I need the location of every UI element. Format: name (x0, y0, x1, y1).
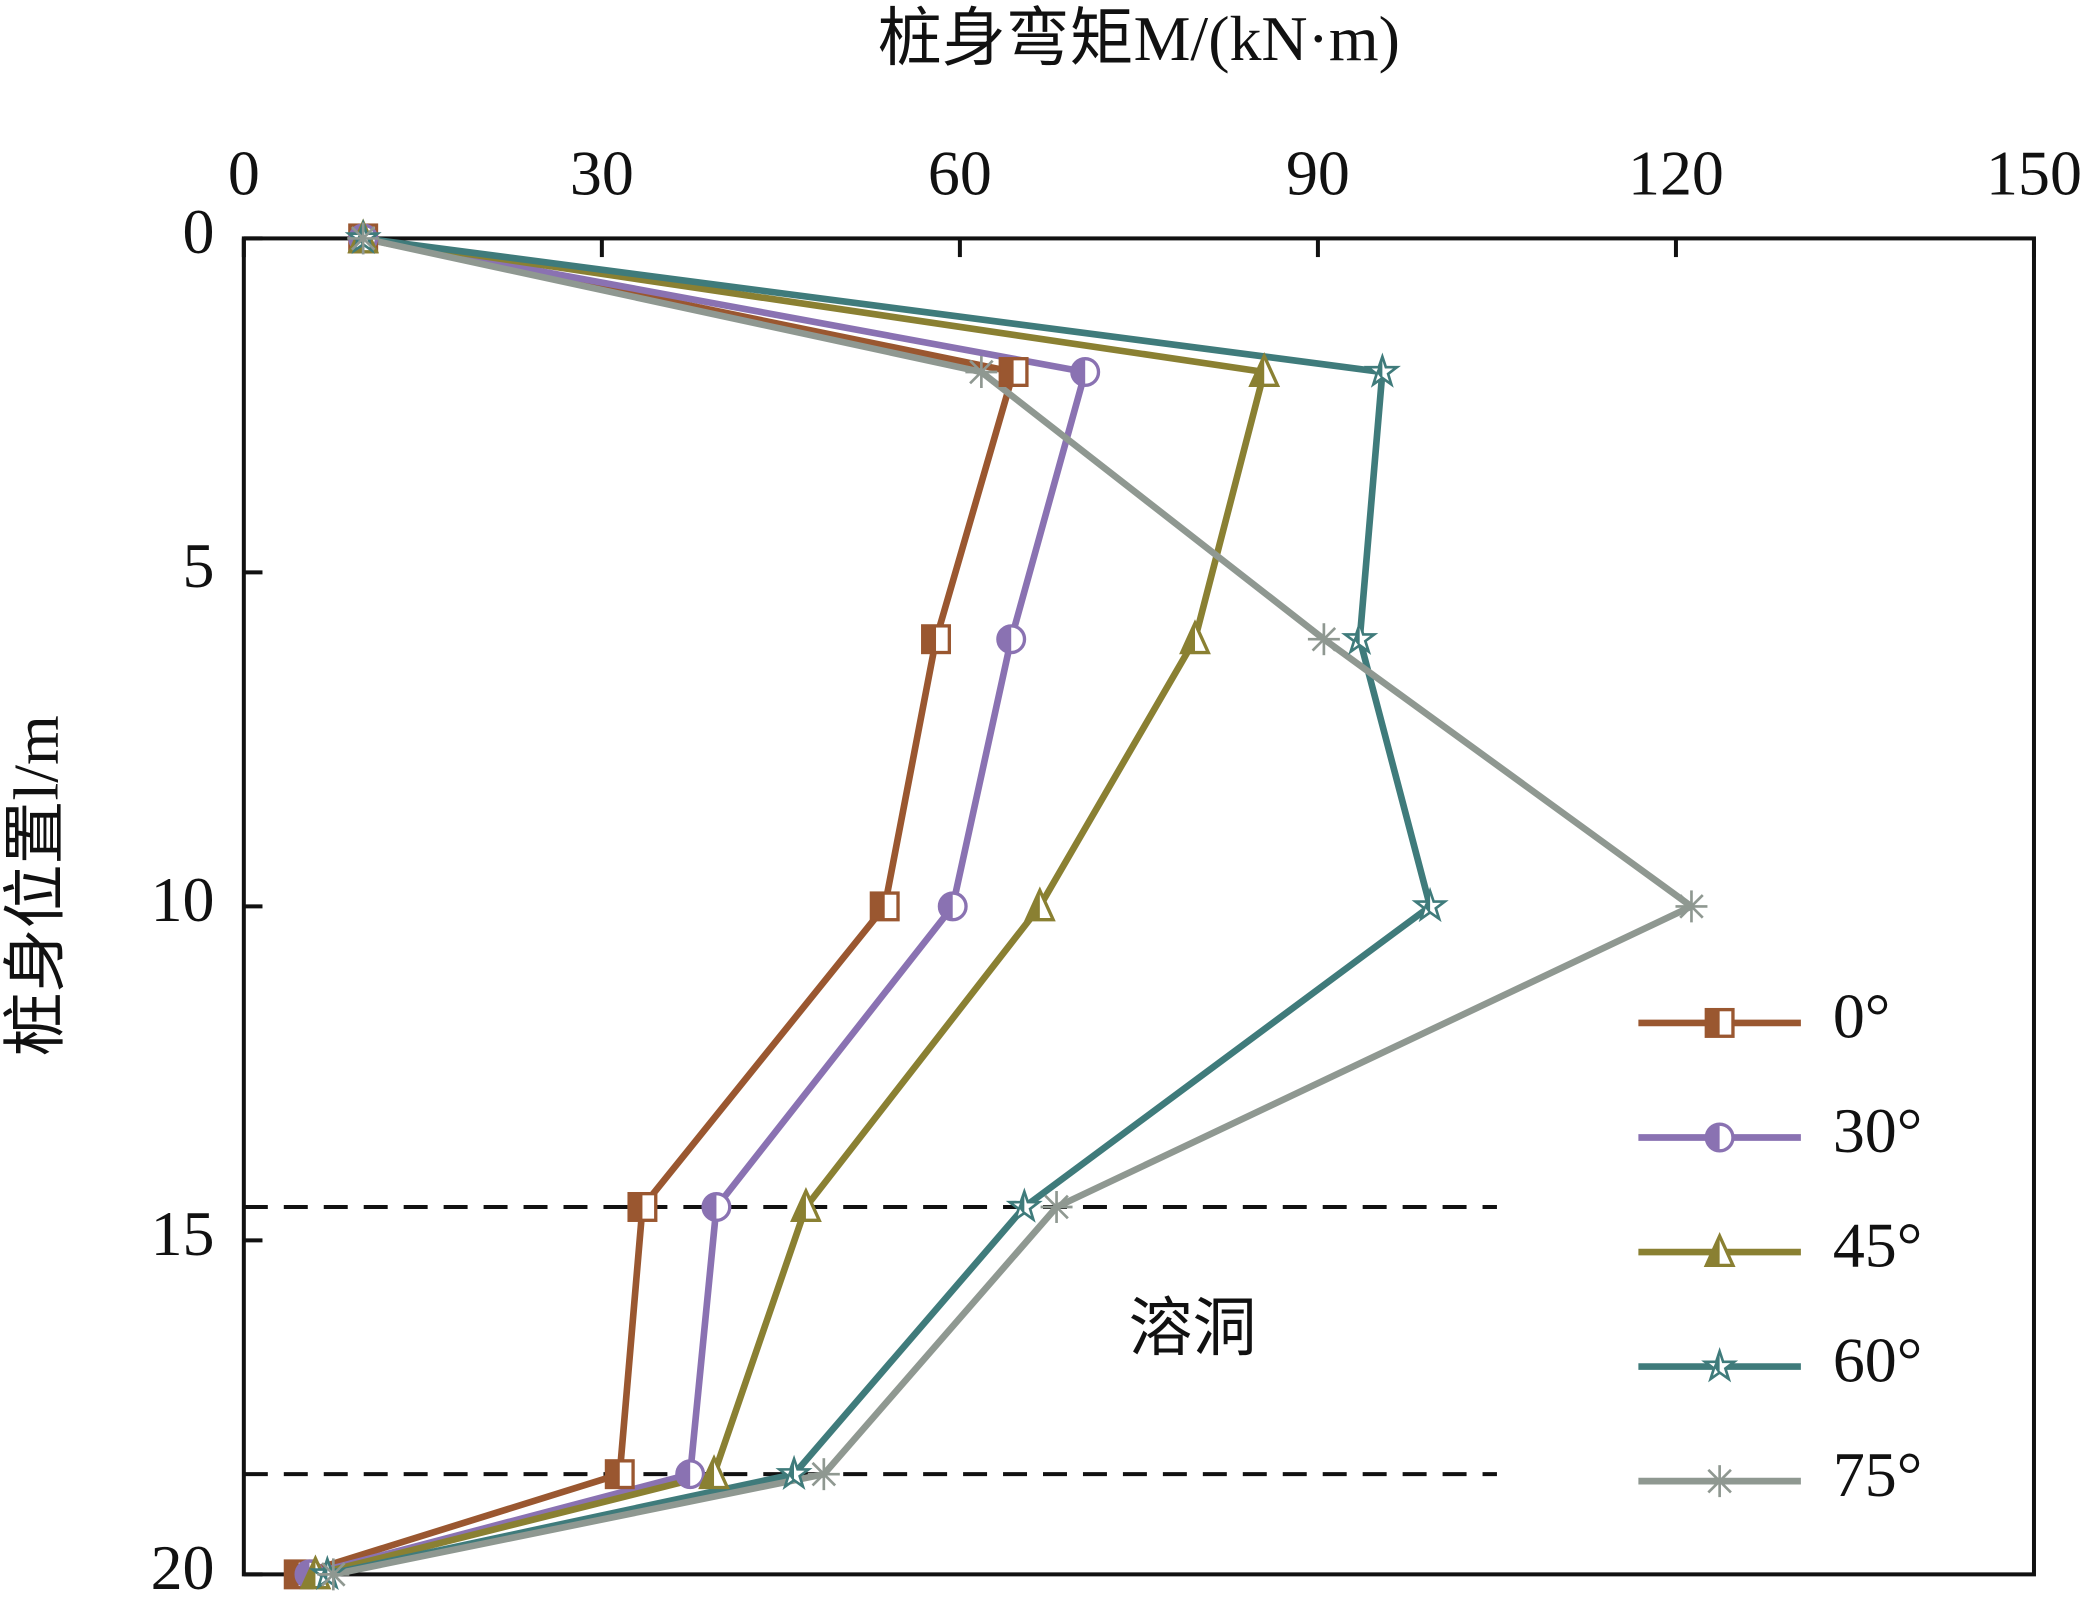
marker (627, 1191, 658, 1222)
marker (921, 624, 952, 655)
marker (1704, 1122, 1735, 1153)
y-tick-label: 15 (151, 1198, 215, 1269)
marker-half (606, 1460, 620, 1488)
marker (1703, 1232, 1736, 1268)
marker (1703, 1465, 1736, 1498)
marker-stroke (1044, 1194, 1069, 1220)
y-tick-label: 5 (183, 530, 215, 601)
marker (965, 356, 998, 388)
marker-half (676, 1460, 691, 1488)
marker (1341, 619, 1379, 656)
legend-label: 75° (1833, 1439, 1923, 1510)
marker (1005, 1187, 1043, 1223)
marker (1070, 357, 1101, 387)
marker (807, 1458, 840, 1491)
marker (1248, 352, 1281, 387)
x-tick-label: 90 (1286, 137, 1350, 208)
marker (1040, 1190, 1073, 1223)
marker-stroke (969, 359, 994, 385)
marker-half (1706, 1124, 1720, 1151)
marker-half (939, 893, 953, 920)
marker (347, 222, 380, 255)
marker-half (1706, 1009, 1720, 1037)
marker (1179, 619, 1211, 655)
y-tick-label: 10 (151, 864, 215, 935)
marker (1411, 886, 1449, 923)
marker-half (1181, 623, 1195, 653)
marker (937, 891, 968, 922)
marker (1704, 1007, 1735, 1038)
marker-stroke (350, 226, 376, 251)
marker-half (629, 1193, 643, 1221)
marker-half (1424, 893, 1431, 915)
marker (604, 1459, 635, 1490)
marker-half (788, 1460, 795, 1483)
marker-half (1376, 358, 1383, 381)
legend-label: 0° (1833, 981, 1891, 1052)
x-tick-label: 0 (228, 137, 260, 208)
marker (701, 1191, 732, 1222)
marker (1363, 352, 1401, 388)
marker (790, 1186, 822, 1222)
x-axis-title: 桩身弯矩M/(kN·m) (878, 3, 1400, 74)
legend: 0° 30° 45° 60° 75° (1638, 981, 1922, 1510)
marker-half (700, 1458, 715, 1488)
marker-stroke (1707, 1468, 1732, 1494)
marker-stroke (321, 1562, 346, 1587)
marker (698, 1454, 730, 1490)
marker (675, 1459, 706, 1490)
marker (1675, 890, 1708, 923)
marker (1307, 623, 1340, 656)
marker-half (997, 625, 1012, 653)
x-tick-label: 30 (570, 137, 634, 208)
marker-half (285, 1561, 299, 1588)
marker-half (703, 1193, 717, 1221)
marker (1023, 886, 1056, 922)
legend-label: 60° (1833, 1324, 1923, 1395)
y-tick-label: 20 (151, 1532, 215, 1603)
marker-half (1000, 358, 1014, 386)
y-axis-title: 桩身位置l/m (0, 715, 71, 1056)
marker (775, 1454, 813, 1491)
marker (1701, 1347, 1739, 1383)
marker (869, 891, 900, 922)
legend-label: 45° (1833, 1210, 1923, 1281)
marker-half (1713, 1353, 1720, 1375)
marker (996, 624, 1027, 655)
marker-half (1018, 1193, 1025, 1215)
marker-half (871, 893, 885, 920)
x-tick-label: 120 (1628, 137, 1724, 208)
marker (317, 1558, 350, 1591)
annotation: 溶洞 (1129, 1293, 1257, 1364)
marker-half (1071, 358, 1086, 386)
x-tick-label: 60 (928, 137, 992, 208)
marker-half (1353, 625, 1360, 648)
marker-stroke (811, 1461, 837, 1487)
marker (998, 357, 1029, 387)
marker-stroke (1311, 626, 1337, 652)
legend-label: 30° (1833, 1095, 1923, 1166)
marker-half (922, 625, 937, 653)
x-tick-label: 150 (1986, 137, 2082, 208)
marker-stroke (1679, 894, 1704, 919)
y-tick-label: 0 (183, 196, 215, 267)
